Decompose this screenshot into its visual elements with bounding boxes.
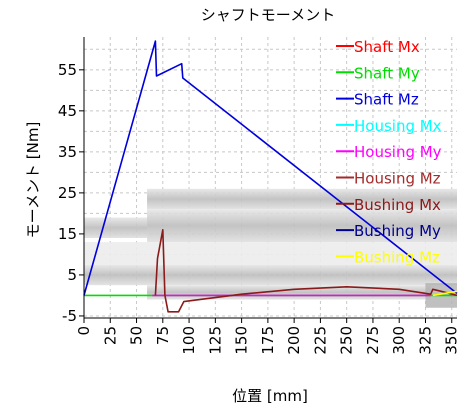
legend-label-7: Bushing My (354, 222, 441, 240)
series-line-2 (83, 40, 458, 296)
legend-label-2: Shaft Mz (354, 91, 419, 109)
x-tick-label: 100 (180, 326, 198, 355)
x-tick-label: 175 (259, 326, 277, 355)
legend-label-3: Housing Mx (354, 117, 442, 135)
x-tick-label: 325 (416, 326, 434, 355)
legend: Shaft Mx Shaft My Shaft Mz Housing Mx Housin… (336, 38, 442, 266)
x-tick-label: 250 (338, 326, 356, 355)
y-tick-label: 5 (67, 266, 77, 284)
x-tick-label: 150 (233, 326, 251, 355)
legend-label-4: Housing My (354, 143, 442, 161)
housing-bottom-band (147, 285, 431, 300)
shaft-core (84, 242, 457, 265)
y-tick-label: 55 (58, 61, 77, 79)
y-tick-label: 15 (58, 225, 77, 243)
chart-title: シャフトモーメント (201, 6, 335, 24)
x-tick-label: 225 (311, 326, 329, 355)
y-tick-label: 45 (58, 102, 77, 120)
y-axis-label: モーメント [Nm] (24, 122, 42, 239)
x-tick-label: 75 (154, 326, 172, 345)
housing-top-band (147, 188, 458, 210)
series-lines (83, 40, 458, 313)
series-line-6 (154, 229, 458, 313)
x-tick-label: 350 (443, 326, 461, 355)
y-tick-label: -5 (62, 307, 77, 325)
axes: 0 25 50 75 100 125 150 175 200 225 250 275 300 325 350… (58, 37, 461, 355)
legend-label-5: Housing Mz (354, 170, 441, 188)
y-tick-label: 35 (58, 143, 77, 161)
x-tick-label: 125 (206, 326, 224, 355)
legend-label-1: Shaft My (354, 64, 420, 82)
series-line-8 (432, 290, 458, 297)
y-tick-label: 25 (58, 184, 77, 202)
shaft-left-upper (84, 217, 148, 239)
legend-label-6: Bushing Mx (354, 196, 441, 214)
x-tick-label: 200 (285, 326, 303, 355)
shaft-left-lower (84, 264, 148, 286)
x-tick-label: 0 (75, 326, 93, 336)
x-axis-label: 位置 [mm] (232, 387, 308, 405)
x-tick-label: 25 (101, 326, 119, 345)
x-tick-label: 50 (128, 326, 146, 345)
x-tick-label: 275 (364, 326, 382, 355)
x-tick-label: 300 (390, 326, 408, 355)
legend-label-0: Shaft Mx (354, 38, 420, 56)
shaft-lower-section (147, 264, 458, 286)
shaft-upper-section (147, 209, 458, 243)
legend-label-8: Bushing Mz (354, 248, 440, 266)
